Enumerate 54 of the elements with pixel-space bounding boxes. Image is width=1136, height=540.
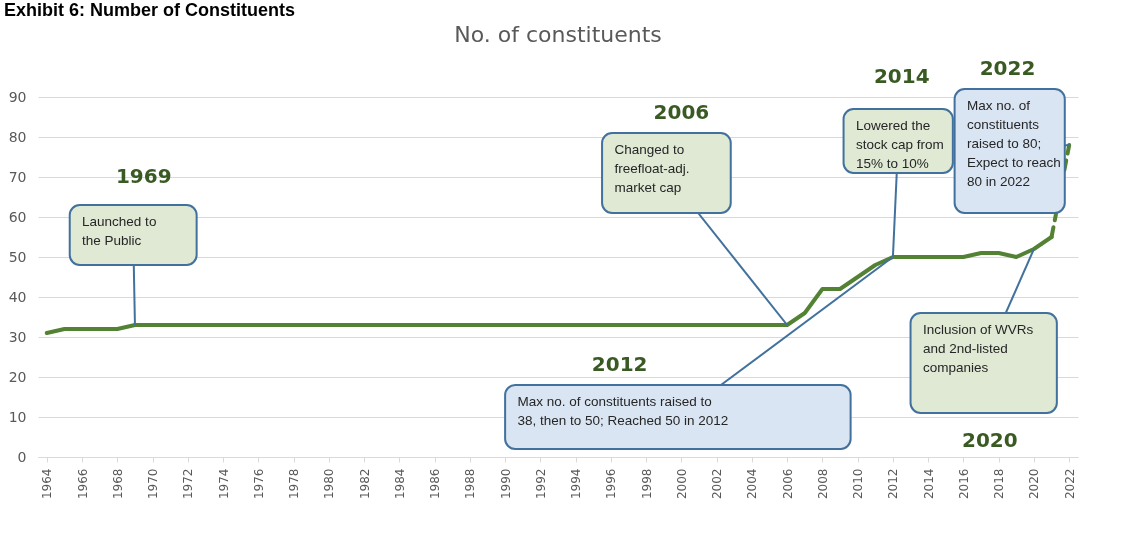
x-tick-label: 1992 [533,468,548,500]
x-tick-label: 1966 [75,468,90,500]
annotation: Inclusion of WVRs and 2nd-listed companies [922,322,1034,375]
x-tick-label: 1974 [216,468,231,500]
x-tick-label: 1984 [392,468,407,500]
x-tick-label: 1978 [287,468,302,500]
x-tick-label: 2010 [851,468,866,500]
y-tick-label: 90 [8,88,27,105]
text: 2014 [873,64,930,88]
x-tick-label: 1994 [569,468,584,500]
chart-title: Exhibit 6: Number of Constituents [3,0,296,20]
x-tick-label: 1968 [110,468,125,500]
x-tick-label: 2000 [674,468,689,500]
text: 2022 [979,56,1036,80]
annotation: 1969 [115,164,172,188]
x-tick-label: 1970 [146,468,161,500]
y-tick-label: 80 [8,128,27,145]
x-tick-label: 2002 [710,468,725,500]
annotation: Lowered the stock cap from 15% to 10% [855,118,944,171]
x-tick-label: 1996 [604,468,619,500]
x-tick-label: 1964 [40,468,55,500]
chart-subtitle: No. of constituents [454,22,662,47]
y-tick-label: 70 [8,168,27,185]
annotation: 2020 [962,428,1018,452]
y-tick-label: 20 [8,368,27,385]
y-tick-label: 50 [8,248,27,265]
y-tick-label: 30 [8,328,27,345]
x-tick-label: 1972 [181,468,196,500]
x-tick-label: 2014 [921,468,936,500]
x-tick-label: 2012 [886,468,901,500]
annotation: Max no. of constituents raised to 38, then to 50; Reached 50 in 2012 [517,394,729,428]
y-tick-label: 60 [8,208,27,225]
y-tick-label: 0 [17,448,27,465]
annotation: 2006 [653,100,710,124]
x-tick-label: 1988 [463,468,478,500]
annotation: Max no. of constituents raised to 80; Expect to reach 80 in 2022 [966,98,1061,189]
x-tick-label: 2006 [780,468,795,500]
x-tick-label: 2016 [956,468,971,500]
x-tick-label: 1976 [251,468,266,500]
annotation: 2012 [591,352,648,376]
x-tick-label: 2004 [745,468,760,500]
x-tick-label: 2008 [815,468,830,500]
x-tick-label: 1998 [639,468,654,500]
annotation: Launched to the Public [82,214,157,248]
x-tick-label: 1980 [322,468,337,500]
x-tick-label: 2022 [1062,468,1077,500]
x-tick-label: 1982 [357,468,372,500]
x-tick-label: 1990 [498,468,513,500]
x-tick-label: 1986 [428,468,443,500]
x-tick-label: 2020 [1027,468,1042,500]
x-tick-label: 2018 [992,468,1007,500]
annotation: Changed to freefloat-adj. market cap [614,142,690,195]
y-tick-label: 40 [8,288,27,305]
y-tick-label: 10 [8,408,27,425]
